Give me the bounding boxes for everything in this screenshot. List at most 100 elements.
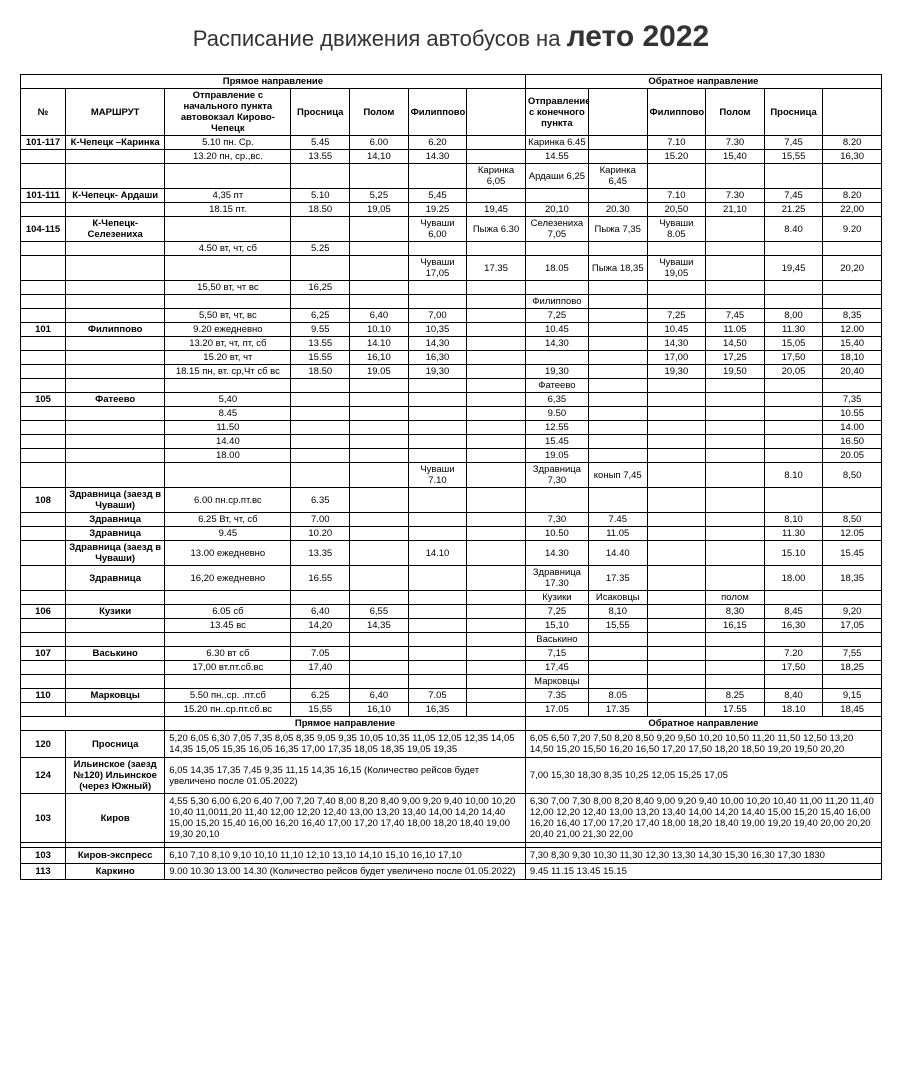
table-cell: 8,30 [706, 605, 765, 619]
table-cell: 11.50 [165, 421, 291, 435]
table-cell: Каринка 6,45 [588, 164, 647, 189]
table-cell [706, 566, 765, 591]
table-cell: 14,35 [350, 619, 409, 633]
table-cell [21, 242, 66, 256]
table-cell: 10.55 [823, 407, 882, 421]
table-cell [764, 488, 823, 513]
table-cell: 18,45 [823, 703, 882, 717]
table-cell: 14.40 [588, 541, 647, 566]
table-row: 103Киров4,55 5,30 6,00 6,20 6,40 7,00 7,… [21, 794, 882, 843]
table-row: 105Фатеево5,406,357,35 [21, 393, 882, 407]
table-cell [66, 661, 165, 675]
table-cell: 18.10 [764, 703, 823, 717]
table-cell [21, 295, 66, 309]
table-cell [706, 407, 765, 421]
table-cell: 17,00 [647, 351, 706, 365]
table-cell: 8.25 [706, 689, 765, 703]
table-cell: Филиппово [525, 295, 588, 309]
table-cell: 7,00 15,30 18,30 8,35 10,25 12,05 15,25 … [525, 758, 881, 794]
table-cell [647, 488, 706, 513]
table-cell: 18.00 [165, 449, 291, 463]
table-cell: Здравница 7,30 [525, 463, 588, 488]
table-cell [21, 351, 66, 365]
table-cell: 6,05 6,50 7,20 7,50 8,20 8,50 9,20 9,50 … [525, 731, 881, 758]
table-cell: 14.10 [408, 541, 467, 566]
table-cell: 9,15 [823, 689, 882, 703]
forward-header: Прямое направление [21, 75, 526, 89]
table-cell [467, 513, 526, 527]
table-cell [764, 393, 823, 407]
table-cell [350, 379, 409, 393]
table-cell [467, 407, 526, 421]
table-cell [291, 633, 350, 647]
table-cell [350, 435, 409, 449]
table-cell: 9.55 [291, 323, 350, 337]
table-cell [467, 647, 526, 661]
table-cell [467, 463, 526, 488]
table-cell: 13.35 [291, 541, 350, 566]
table-cell: 103 [21, 848, 66, 864]
table-cell [706, 435, 765, 449]
table-cell [66, 633, 165, 647]
table-row: Фатеево [21, 379, 882, 393]
table-cell [350, 281, 409, 295]
table-cell: 6.00 пн.ср.пт.вс [165, 488, 291, 513]
table-cell [350, 449, 409, 463]
table-cell: 16,10 [350, 703, 409, 717]
table-cell: 21.25 [764, 203, 823, 217]
table-cell: Здравница (заезд в Чуваши) [66, 488, 165, 513]
table-cell: Пыжа 6.30 [467, 217, 526, 242]
table-cell: 10.45 [647, 323, 706, 337]
table-cell: 21,10 [706, 203, 765, 217]
col-prosnitsa-b: Просница [764, 89, 823, 136]
table-cell: 6,40 [350, 309, 409, 323]
table-cell [706, 379, 765, 393]
table-row: 4.50 вт, чт, сб5.25 [21, 242, 882, 256]
table-cell: 17.55 [706, 703, 765, 717]
table-cell [408, 407, 467, 421]
table-cell: 14.00 [823, 421, 882, 435]
table-cell [291, 217, 350, 242]
table-cell: Филиппово [66, 323, 165, 337]
table-cell [588, 323, 647, 337]
table-cell: 16.50 [823, 435, 882, 449]
table-cell: 101-111 [21, 189, 66, 203]
table-row: 107Васькино6.30 вт сб7.057,157.207,55 [21, 647, 882, 661]
table-cell [291, 256, 350, 281]
table-cell [66, 365, 165, 379]
table-cell: Исаковцы [588, 591, 647, 605]
table-cell [588, 309, 647, 323]
table-cell: Здравница [66, 513, 165, 527]
table-cell: 15,05 [764, 337, 823, 351]
table-cell: 19,30 [647, 365, 706, 379]
table-cell [647, 566, 706, 591]
table-cell [66, 203, 165, 217]
table-cell: 20.30 [588, 203, 647, 217]
table-cell: 5.10 [291, 189, 350, 203]
table-row: КузикиИсаковцыполом [21, 591, 882, 605]
table-cell [66, 281, 165, 295]
table-cell: 9.50 [525, 407, 588, 421]
table-cell [21, 407, 66, 421]
table-cell [408, 675, 467, 689]
table-cell [467, 393, 526, 407]
table-cell [467, 591, 526, 605]
table-cell [706, 281, 765, 295]
table-row: Здравница (заезд в Чуваши)13.00 ежедневн… [21, 541, 882, 566]
table-cell: 6.20 [408, 136, 467, 150]
table-cell [350, 463, 409, 488]
table-row: 110Марковцы5.50 пн..ср. .пт.сб6.256,407.… [21, 689, 882, 703]
table-cell: 7.05 [408, 689, 467, 703]
table-cell: 14,30 [525, 337, 588, 351]
table-row: 13.45 вс14,2014,3515,1015,5516,1516,3017… [21, 619, 882, 633]
table-cell [764, 379, 823, 393]
schedule-table: Прямое направление Обратное направление … [20, 74, 882, 880]
table-cell [291, 421, 350, 435]
table-cell: 14,30 [408, 337, 467, 351]
table-cell: 14,10 [350, 150, 409, 164]
table-cell [647, 619, 706, 633]
table-cell: 17,00 вт.пт.сб.вс [165, 661, 291, 675]
table-cell [706, 541, 765, 566]
table-row: 5,50 вт, чт, вс6,256,407,007,257,257,458… [21, 309, 882, 323]
table-cell [467, 242, 526, 256]
